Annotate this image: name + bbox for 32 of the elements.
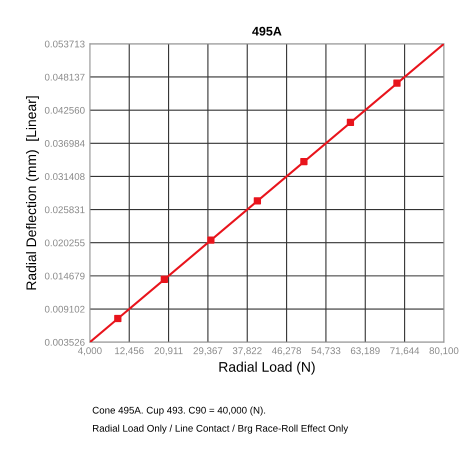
point [346,118,354,126]
x-tick-label: 80,100 [430,347,458,356]
x-tick-label: 54,733 [311,347,340,356]
x-axis-title: Radial Load (N) [219,362,315,375]
y-tick-label: 0.048137 [44,74,85,81]
x-tick-label: 20,911 [154,347,183,356]
x-tick-label: 37,822 [232,347,262,356]
y-tick-label: 0.053713 [44,40,85,48]
y-tick-label: 0.042560 [44,106,85,114]
point [300,158,308,166]
y-tick-label: 0.020255 [44,239,85,246]
point [160,276,168,283]
y-tick-label: 0.036984 [44,140,85,147]
y-axis-title: Radial Deflection (mm) [Linear] [26,96,39,290]
y-tick-label: 0.014679 [44,272,85,280]
point [114,314,122,322]
x-tick-label: 12,456 [115,347,144,356]
point [254,197,262,204]
y-tick-label: 0.009102 [44,306,85,313]
chart-title: 495A [252,26,282,36]
point [207,236,214,244]
y-tick-label: 0.031408 [44,173,85,180]
x-tick-label: 71,644 [390,347,420,356]
x-tick-label: 63,189 [350,347,380,356]
text: Cone 495A. Cup 493. C90 = 40,000 (N). [92,406,266,416]
y-tick-label: 0.003526 [44,338,85,346]
y-tick-label: 0.025831 [44,206,85,214]
text: Radial Load Only / Line Contact / Brg Race-Roll Effect Only [93,424,348,434]
x-tick-label: 4,000 [78,347,102,356]
point [393,80,401,87]
x-tick-label: 46,278 [272,347,302,356]
x-tick-label: 29,367 [194,347,222,356]
